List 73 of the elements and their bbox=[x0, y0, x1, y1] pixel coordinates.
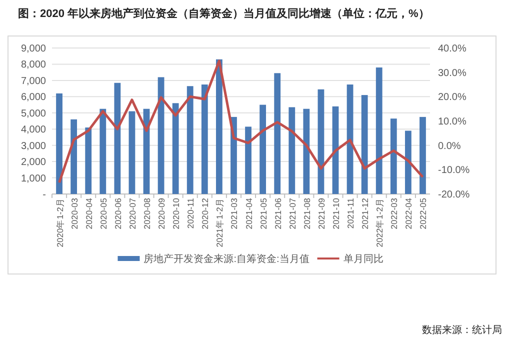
x-tick-label: 2022-05 bbox=[418, 198, 428, 230]
x-tick-label: 2020年1-2月 bbox=[54, 198, 65, 248]
chart-title: 图：2020 年以来房地产到位资金（自筹资金）当月值及同比增速（单位：亿元，%） bbox=[18, 7, 430, 20]
bar bbox=[128, 111, 136, 194]
x-tick-label: 2020-11 bbox=[186, 198, 196, 229]
y2-tick-label: -20.0% bbox=[438, 190, 470, 200]
y-tick-label: 3,000 bbox=[20, 140, 46, 152]
bar bbox=[361, 95, 368, 194]
bar bbox=[56, 93, 62, 194]
x-tick-label: 2021-12 bbox=[360, 198, 370, 230]
bar bbox=[303, 108, 310, 194]
x-tick-label: 2021-07 bbox=[287, 198, 298, 230]
x-tick-label: 2021-10 bbox=[331, 198, 341, 230]
x-tick-label: 2020-08 bbox=[142, 198, 152, 230]
y2-tick-label: -10.0% bbox=[438, 165, 470, 176]
x-tick-label: 2020-05 bbox=[98, 198, 108, 230]
bar bbox=[420, 116, 426, 194]
y2-tick-label: 20.0% bbox=[438, 92, 466, 104]
bar bbox=[85, 127, 92, 194]
source-note: 数据来源：统计局 bbox=[422, 324, 502, 336]
bar bbox=[100, 108, 106, 194]
y-tick-label: - bbox=[42, 190, 46, 200]
bar bbox=[245, 126, 252, 194]
y-tick-label: 6,000 bbox=[20, 92, 46, 104]
bar bbox=[201, 84, 208, 194]
bar bbox=[318, 89, 324, 194]
bar bbox=[186, 86, 194, 194]
x-tick-label: 2021年1-2月 bbox=[214, 198, 225, 248]
y-tick-label: 4,000 bbox=[20, 124, 46, 136]
bar bbox=[404, 130, 412, 194]
x-tick-label: 2021-03 bbox=[229, 198, 240, 230]
x-tick-label: 2020-12 bbox=[200, 198, 210, 230]
y-tick-label: 8,000 bbox=[20, 60, 46, 71]
y-tick-label: 2,000 bbox=[20, 157, 46, 168]
y2-tick-label: 40.0% bbox=[438, 44, 466, 54]
x-tick-label: 2020-03 bbox=[69, 198, 80, 230]
legend-label: 房地产开发资金来源:自筹资金:当月值 bbox=[144, 253, 310, 265]
x-tick-label: 2021-05 bbox=[258, 198, 268, 230]
bar bbox=[346, 84, 354, 194]
bar bbox=[332, 106, 339, 194]
line-series bbox=[58, 60, 424, 184]
y2-tick-label: 0.0% bbox=[438, 140, 461, 152]
bar bbox=[274, 73, 281, 194]
x-tick-label: 2021-08 bbox=[302, 198, 312, 230]
x-tick-label: 2020-07 bbox=[127, 198, 138, 230]
y2-tick-label: 10.0% bbox=[438, 116, 466, 128]
bar bbox=[216, 59, 222, 194]
x-tick-label: 2020-06 bbox=[112, 198, 123, 230]
bar bbox=[158, 77, 164, 194]
x-tick-label: 2021-09 bbox=[316, 198, 326, 230]
x-tick-label: 2021-04 bbox=[244, 198, 254, 230]
x-tick-label: 2021-06 bbox=[272, 198, 283, 230]
x-tick-label: 2020-10 bbox=[171, 198, 182, 230]
y-tick-label: 9,000 bbox=[20, 44, 46, 54]
bar bbox=[114, 82, 121, 194]
bar bbox=[260, 104, 266, 194]
bar bbox=[390, 118, 397, 194]
y-tick-label: 5,000 bbox=[20, 108, 46, 120]
x-tick-label: 2022年1-2月 bbox=[374, 198, 385, 248]
x-tick-label: 2022-04 bbox=[404, 198, 414, 230]
legend-label: 单月同比 bbox=[343, 253, 384, 265]
bar bbox=[172, 103, 179, 194]
bar bbox=[288, 107, 296, 194]
x-tick-label: 2020-04 bbox=[84, 198, 94, 230]
bar bbox=[376, 67, 382, 194]
bar bbox=[230, 116, 237, 194]
y2-tick-label: 30.0% bbox=[438, 68, 466, 79]
y-tick-label: 7,000 bbox=[20, 76, 46, 87]
x-tick-label: 2022-03 bbox=[389, 198, 400, 230]
x-tick-label: 2020-09 bbox=[156, 198, 167, 230]
x-tick-label: 2021-11 bbox=[346, 198, 356, 229]
bar bbox=[70, 119, 78, 194]
y-tick-label: 1,000 bbox=[20, 173, 46, 184]
